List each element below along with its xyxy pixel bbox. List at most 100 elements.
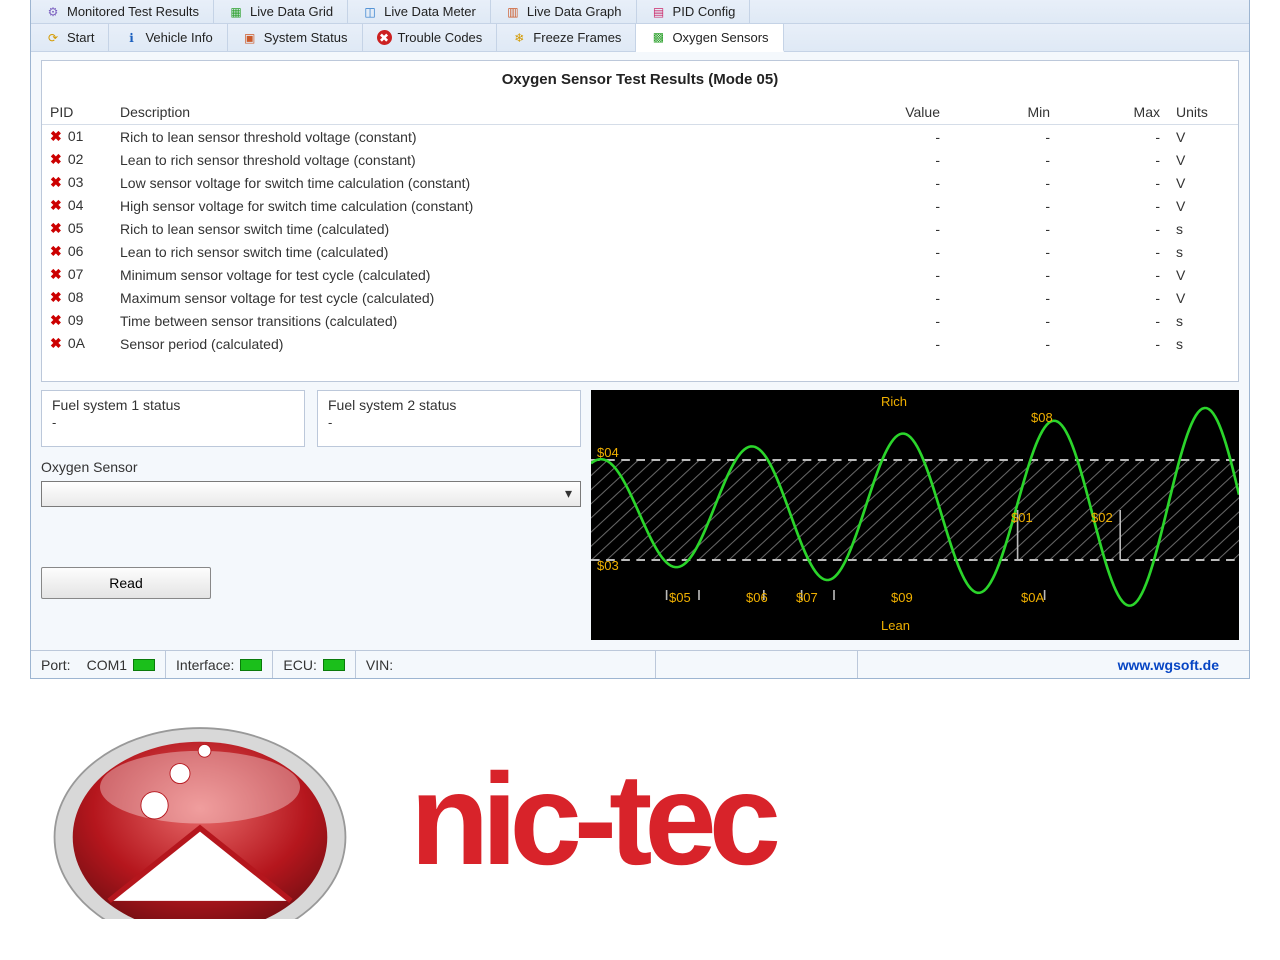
cell-max: - — [1058, 125, 1168, 149]
cell-units: V — [1168, 286, 1238, 309]
tab-monitored-test-results[interactable]: ⚙Monitored Test Results — [31, 0, 214, 23]
table-row[interactable]: ✖ 06Lean to rich sensor switch time (cal… — [42, 240, 1238, 263]
table-row[interactable]: ✖ 07Minimum sensor voltage for test cycl… — [42, 263, 1238, 286]
app-window: ⚙Monitored Test Results ▦ Live Data Grid ◫L… — [30, 0, 1250, 679]
status-interface: Interface: — [166, 651, 273, 678]
interface-label: Interface: — [176, 657, 234, 673]
cell-value: - — [838, 263, 948, 286]
col-value[interactable]: Value — [838, 100, 948, 125]
vin-label: VIN: — [366, 657, 393, 673]
website-link[interactable]: www.wgsoft.de — [1118, 657, 1219, 673]
table-row[interactable]: ✖ 08Maximum sensor voltage for test cycl… — [42, 286, 1238, 309]
status-port: Port: COM1 — [31, 651, 166, 678]
fuel2-value: - — [328, 415, 570, 430]
table-row[interactable]: ✖ 0ASensor period (calculated)---s — [42, 332, 1238, 355]
tab-trouble-codes[interactable]: ✖ Trouble Codes — [363, 24, 498, 51]
cell-value: - — [838, 240, 948, 263]
tab-label: PID Config — [673, 4, 736, 19]
cell-min: - — [948, 240, 1058, 263]
cell-desc: Lean to rich sensor switch time (calcula… — [112, 240, 838, 263]
cell-pid: 06 — [68, 243, 84, 259]
cell-min: - — [948, 332, 1058, 355]
graph-annotation: Lean — [881, 618, 910, 633]
cell-desc: Lean to rich sensor threshold voltage (c… — [112, 148, 838, 171]
live-data-grid-icon: ▦ — [228, 4, 244, 20]
tab-live-data-meter[interactable]: ◫Live Data Meter — [348, 0, 491, 23]
tab-system-status[interactable]: ▣ System Status — [228, 24, 363, 51]
col-units[interactable]: Units — [1168, 100, 1238, 125]
cell-pid: 03 — [68, 174, 84, 190]
cell-units: s — [1168, 309, 1238, 332]
cell-min: - — [948, 148, 1058, 171]
col-desc[interactable]: Description — [112, 100, 838, 125]
cell-units: V — [1168, 171, 1238, 194]
tab-start[interactable]: ⟳Start — [31, 24, 109, 51]
read-button[interactable]: Read — [41, 567, 211, 599]
lower-section: Fuel system 1 status - Fuel system 2 sta… — [41, 390, 1239, 640]
cell-max: - — [1058, 286, 1168, 309]
tab-row-bottom: ⟳StartℹVehicle Info ▣ System Status ✖ Troubl… — [31, 24, 1249, 52]
tab-live-data-grid[interactable]: ▦ Live Data Grid — [214, 0, 348, 23]
graph-annotation: $01 — [1011, 510, 1033, 525]
tab-freeze-frames[interactable]: ❄Freeze Frames — [497, 24, 636, 51]
cell-value: - — [838, 194, 948, 217]
x-icon: ✖ — [50, 128, 64, 145]
tab-pid-config[interactable]: ▤PID Config — [637, 0, 751, 23]
cell-max: - — [1058, 332, 1168, 355]
oxygen-sensor-dropdown[interactable] — [41, 481, 581, 507]
tab-label: Live Data Grid — [250, 4, 333, 19]
graph-annotation: $03 — [597, 558, 619, 573]
table-row[interactable]: ✖ 05Rich to lean sensor switch time (cal… — [42, 217, 1238, 240]
cell-value: - — [838, 332, 948, 355]
col-max[interactable]: Max — [1058, 100, 1168, 125]
graph-annotation: $07 — [796, 590, 818, 605]
fuel1-value: - — [52, 415, 294, 430]
fuel-system-2-box: Fuel system 2 status - — [317, 390, 581, 447]
trouble-codes-icon: ✖ — [377, 30, 392, 45]
col-min[interactable]: Min — [948, 100, 1058, 125]
cell-value: - — [838, 171, 948, 194]
cell-desc: Minimum sensor voltage for test cycle (c… — [112, 263, 838, 286]
graph-annotation: $02 — [1091, 510, 1113, 525]
status-vin: VIN: — [356, 651, 656, 678]
cell-desc: Time between sensor transitions (calcula… — [112, 309, 838, 332]
port-led-icon — [133, 659, 155, 671]
table-row[interactable]: ✖ 03Low sensor voltage for switch time c… — [42, 171, 1238, 194]
table-row[interactable]: ✖ 01Rich to lean sensor threshold voltag… — [42, 125, 1238, 149]
graph-annotation: $09 — [891, 590, 913, 605]
cell-desc: Sensor period (calculated) — [112, 332, 838, 355]
tab-label: System Status — [264, 30, 348, 45]
logo-area: nic-tec — [30, 719, 1250, 919]
tab-oxygen-sensors[interactable]: ▩Oxygen Sensors — [636, 24, 783, 52]
cell-value: - — [838, 148, 948, 171]
results-table: PID Description Value Min Max Units ✖ 01… — [42, 100, 1238, 355]
table-row[interactable]: ✖ 02Lean to rich sensor threshold voltag… — [42, 148, 1238, 171]
cell-min: - — [948, 217, 1058, 240]
tab-label: Vehicle Info — [145, 30, 212, 45]
left-controls: Fuel system 1 status - Fuel system 2 sta… — [41, 390, 581, 640]
tab-label: Trouble Codes — [398, 30, 483, 45]
cell-pid: 01 — [68, 128, 84, 144]
cell-pid: 05 — [68, 220, 84, 236]
cell-pid: 08 — [68, 289, 84, 305]
cell-min: - — [948, 286, 1058, 309]
tab-row-top: ⚙Monitored Test Results ▦ Live Data Grid ◫L… — [31, 0, 1249, 24]
cell-value: - — [838, 125, 948, 149]
table-row[interactable]: ✖ 04High sensor voltage for switch time … — [42, 194, 1238, 217]
cell-min: - — [948, 125, 1058, 149]
table-row[interactable]: ✖ 09Time between sensor transitions (cal… — [42, 309, 1238, 332]
cell-value: - — [838, 286, 948, 309]
cell-min: - — [948, 171, 1058, 194]
cell-desc: Rich to lean sensor switch time (calcula… — [112, 217, 838, 240]
start-icon: ⟳ — [45, 30, 61, 46]
cell-units: s — [1168, 240, 1238, 263]
cell-max: - — [1058, 194, 1168, 217]
tab-vehicle-info[interactable]: ℹVehicle Info — [109, 24, 227, 51]
logo-badge — [30, 719, 370, 919]
tab-live-data-graph[interactable]: ▥Live Data Graph — [491, 0, 637, 23]
col-pid[interactable]: PID — [42, 100, 112, 125]
cell-desc: High sensor voltage for switch time calc… — [112, 194, 838, 217]
results-panel: Oxygen Sensor Test Results (Mode 05) PID… — [41, 60, 1239, 382]
logo-text: nic-tec — [410, 754, 773, 884]
system-status-icon: ▣ — [242, 30, 258, 46]
